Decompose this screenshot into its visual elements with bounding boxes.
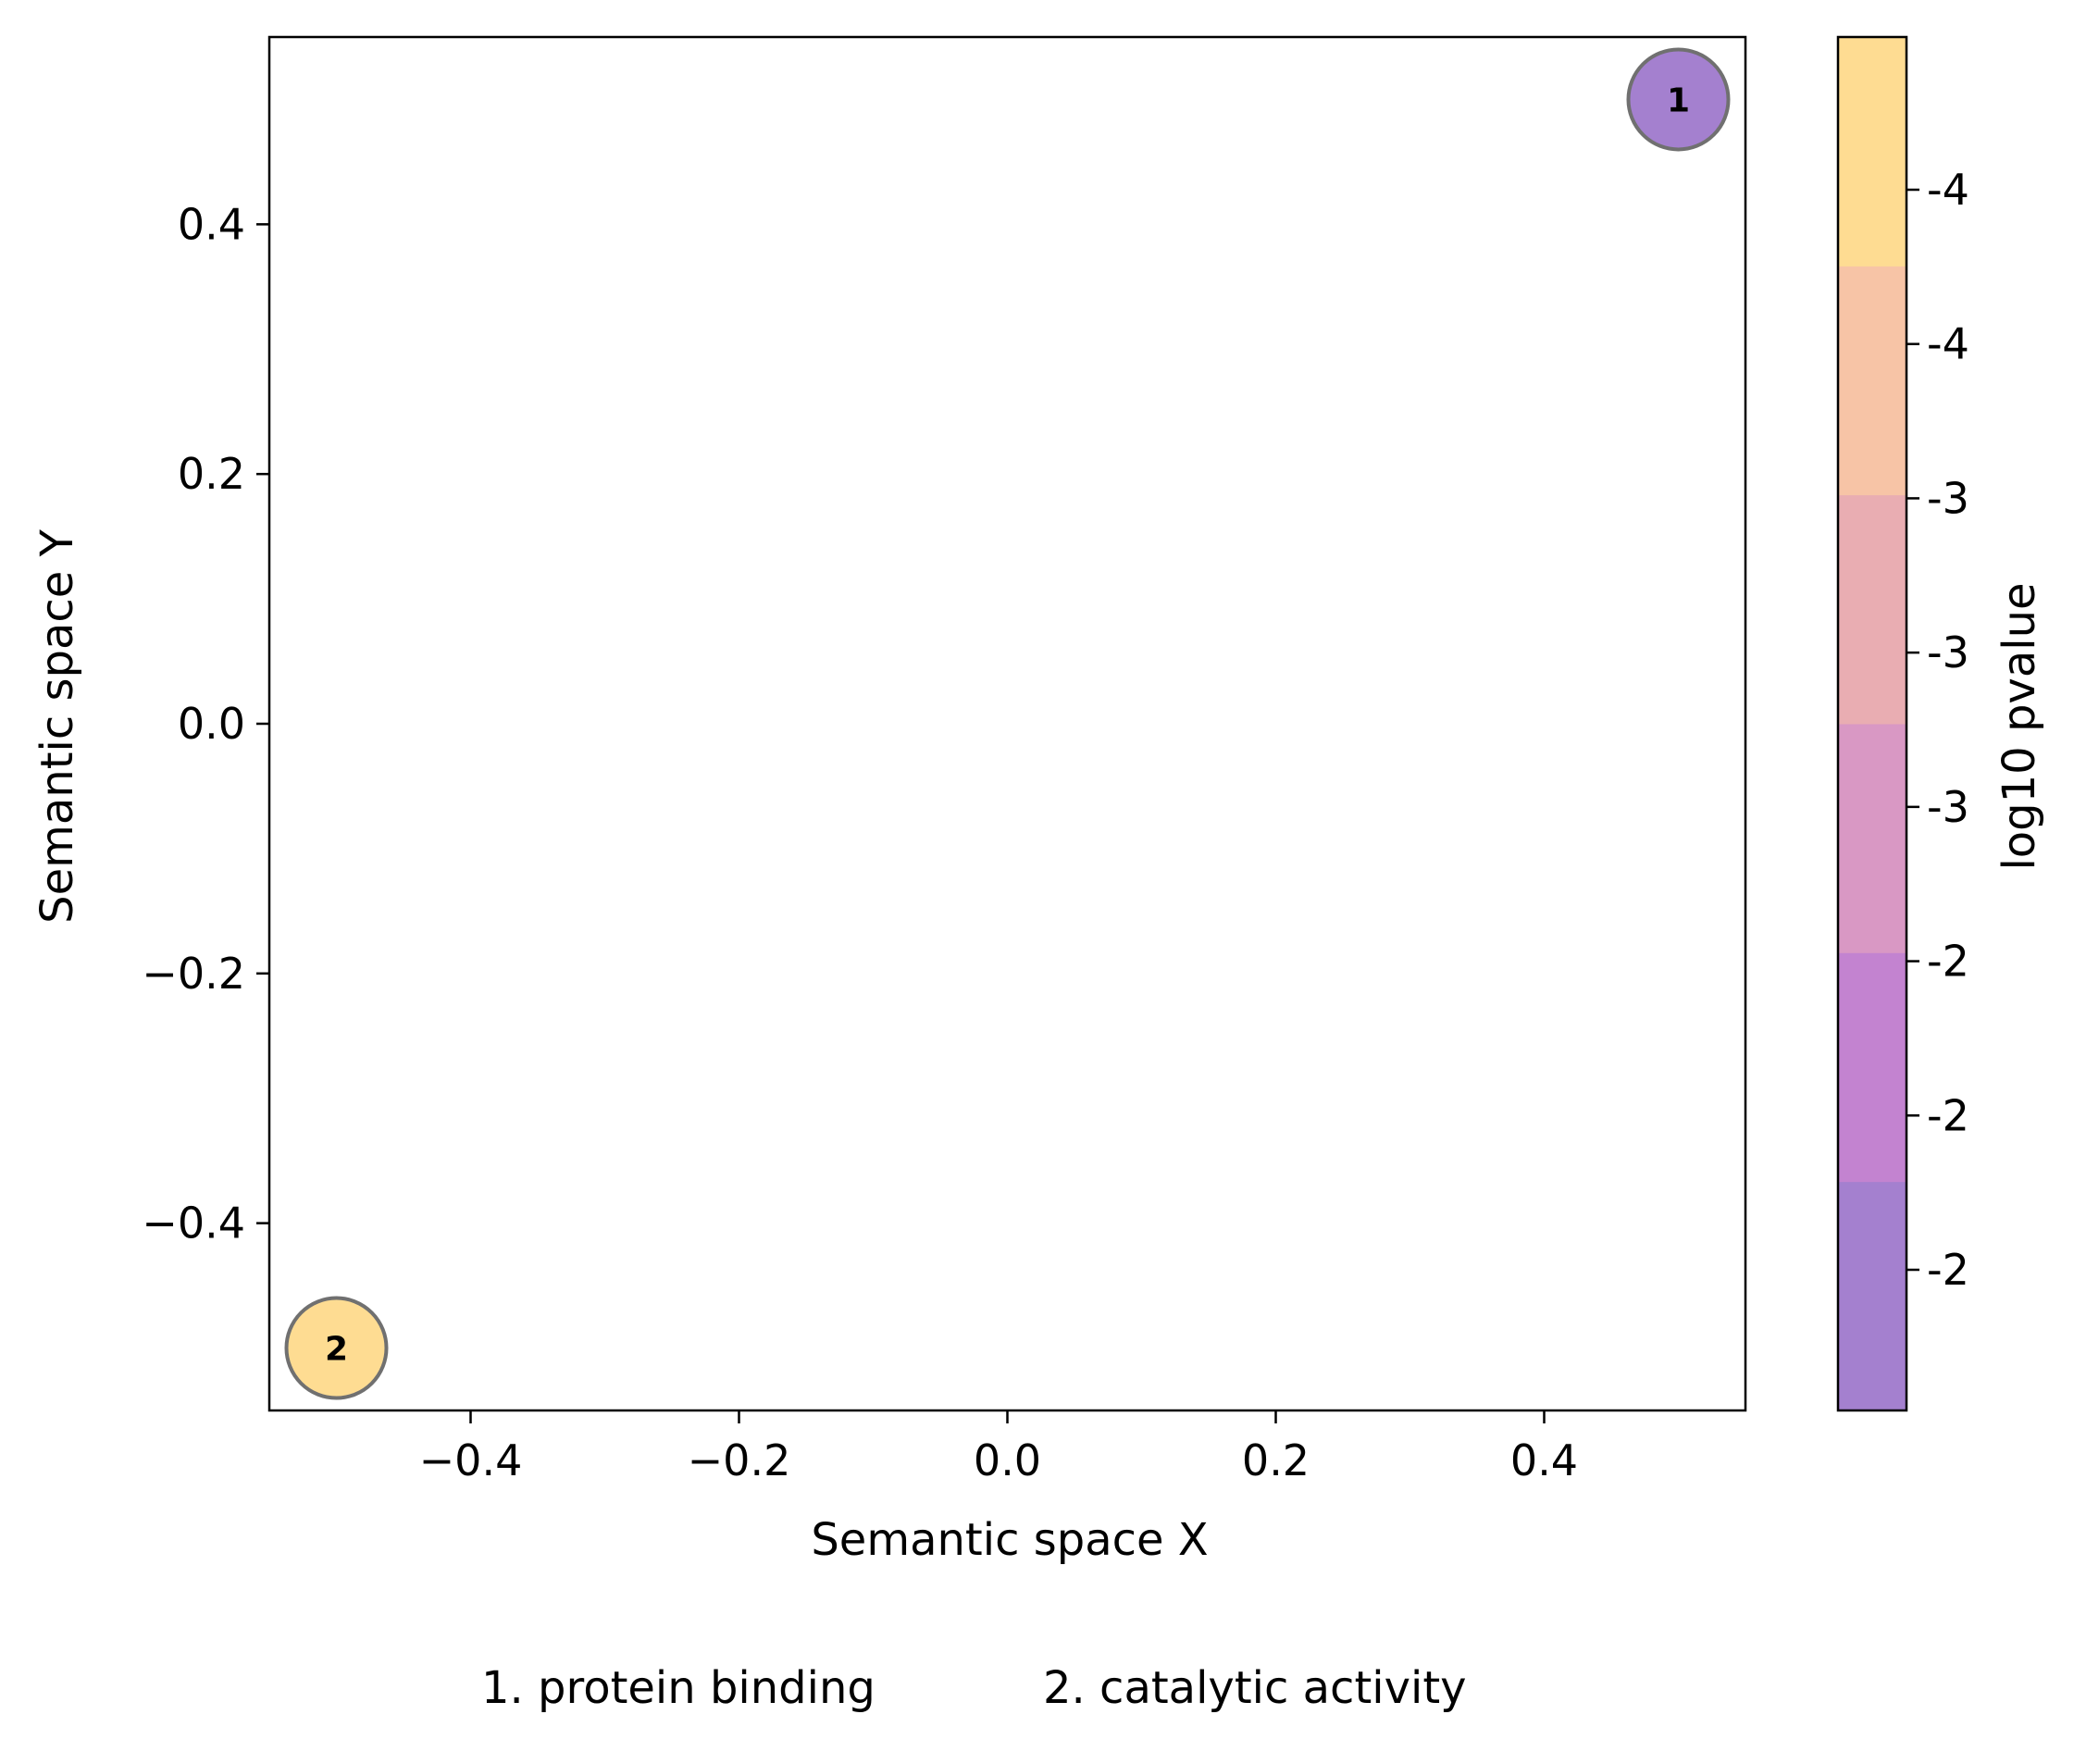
data-points: 12 xyxy=(284,47,1731,1400)
colorbar-tick-label: -3 xyxy=(1927,782,1969,832)
x-tick-label: 0.0 xyxy=(974,1435,1041,1485)
colorbar-segment xyxy=(1838,494,1906,725)
data-point-label: 1 xyxy=(1667,81,1690,119)
colorbar-label: log10 pvalue xyxy=(1993,582,2045,870)
colorbar-tick-label: -2 xyxy=(1927,937,1969,987)
y-tick-label: 0.0 xyxy=(178,699,245,749)
y-tick-label: −0.2 xyxy=(142,949,245,999)
legend: 1. protein binding 2. catalytic activity xyxy=(481,1662,1467,1714)
legend-item-2: 2. catalytic activity xyxy=(1043,1662,1467,1714)
colorbar-segment xyxy=(1838,37,1906,267)
x-axis: −0.4 −0.2 0.0 0.2 0.4 xyxy=(419,1410,1578,1485)
data-point-2 xyxy=(284,1296,389,1400)
data-point-label: 2 xyxy=(325,1331,348,1369)
data-point-1 xyxy=(1626,47,1731,152)
y-tick-label: −0.4 xyxy=(142,1199,245,1248)
colorbar-tick-label: -2 xyxy=(1927,1245,1969,1295)
colorbar-frame xyxy=(1836,35,1908,1412)
colorbar-segment xyxy=(1838,724,1906,953)
legend-item-1: 1. protein binding xyxy=(481,1662,876,1714)
colorbar-segment xyxy=(1838,952,1906,1183)
colorbar: -4 -4 -3 -3 -3 -2 -2 -2 xyxy=(1836,35,1969,1412)
colorbar-tick-label: -4 xyxy=(1927,319,1969,369)
colorbar-segment xyxy=(1838,1181,1906,1411)
colorbar-tick-label: -4 xyxy=(1927,165,1969,215)
y-axis: −0.4 −0.2 0.0 0.2 0.4 xyxy=(142,199,269,1248)
colorbar-tick-label: -2 xyxy=(1927,1090,1969,1140)
plot-frame xyxy=(267,35,1747,1412)
x-tick-label: −0.4 xyxy=(419,1435,523,1485)
x-axis-label: Semantic space X xyxy=(811,1514,1208,1566)
y-tick-label: 0.4 xyxy=(178,199,245,249)
colorbar-tick-label: -3 xyxy=(1927,473,1969,523)
x-tick-label: −0.2 xyxy=(688,1435,791,1485)
colorbar-segment xyxy=(1838,266,1906,496)
colorbar-tick-label: -3 xyxy=(1927,627,1969,677)
y-axis-label: Semantic space Y xyxy=(31,528,83,923)
plot-area xyxy=(267,35,1747,1412)
x-tick-label: 0.4 xyxy=(1510,1435,1578,1485)
x-tick-label: 0.2 xyxy=(1242,1435,1310,1485)
y-tick-label: 0.2 xyxy=(178,449,245,499)
